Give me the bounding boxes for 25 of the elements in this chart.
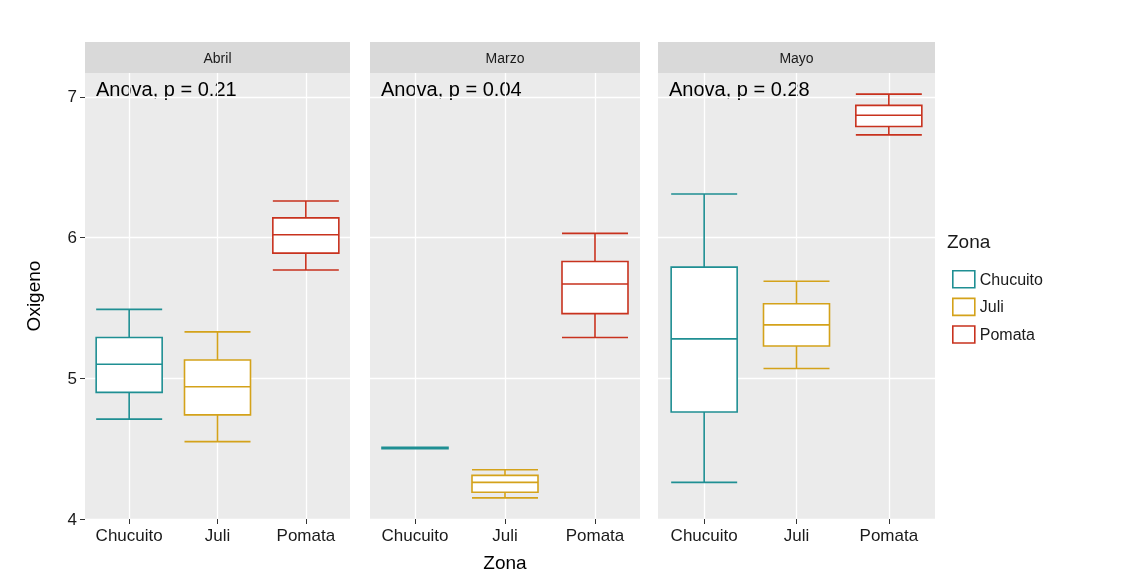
x-tick-label: Juli <box>492 526 518 545</box>
x-tick-label: Pomata <box>276 526 336 545</box>
annotation: Anova, p = 0.21 <box>96 78 237 100</box>
x-tick-label: Pomata <box>859 526 919 545</box>
annotation: Anova, p = 0.28 <box>669 78 810 100</box>
chart-title: Mayo <box>779 49 814 66</box>
x-axis-title: Zona <box>483 552 528 573</box>
chart-title: Abril <box>203 49 232 66</box>
chart-title: Marzo <box>485 49 525 66</box>
annotation: Anova, p = 0.04 <box>381 78 522 100</box>
y-tick-label: 6 <box>67 228 77 248</box>
legend-title: Zona <box>947 230 991 252</box>
legend-label: Pomata <box>979 326 1036 343</box>
x-tick-label: Juli <box>204 526 231 545</box>
x-tick-label: Juli <box>783 526 810 545</box>
y-tick-label: 5 <box>67 368 77 388</box>
y-axis-title: Oxigeno <box>23 260 44 332</box>
y-tick-label: 7 <box>67 87 77 107</box>
x-tick-label: Chucuito <box>670 526 738 545</box>
y-tick-label: 4 <box>67 509 77 529</box>
legend-label: Juli <box>979 298 1004 316</box>
legend-label: Chucuito <box>979 270 1044 288</box>
x-tick-label: Chucuito <box>95 526 163 545</box>
x-tick-label: Pomata <box>565 526 625 545</box>
x-tick-label: Chucuito <box>381 526 449 545</box>
